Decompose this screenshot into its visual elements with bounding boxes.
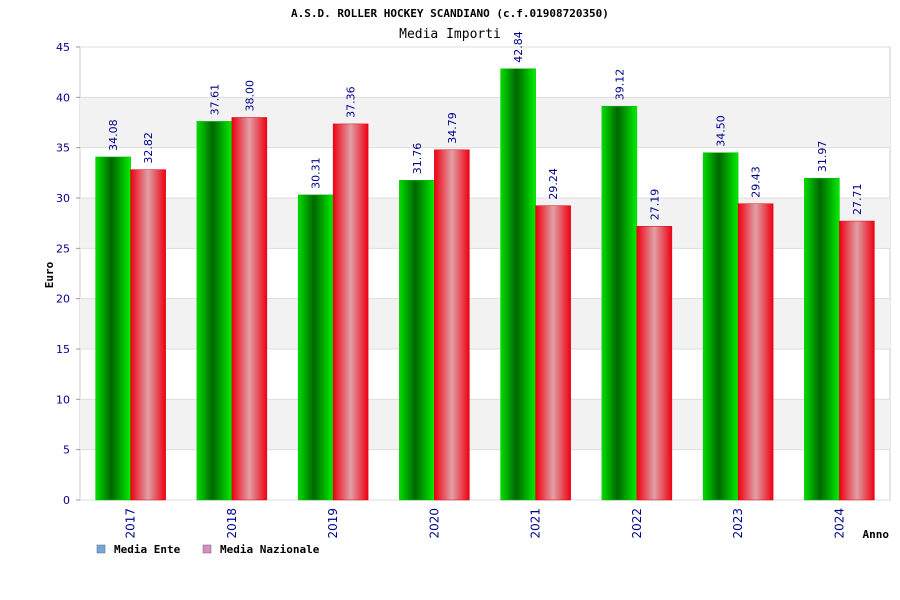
x-tick-label: 2018 [225,508,239,539]
x-tick-label: 2021 [529,508,543,539]
x-tick-label: 2023 [731,508,745,539]
y-tick-label: 45 [56,41,70,54]
y-tick-label: 10 [56,393,70,406]
bar-media-ente [601,105,638,501]
bar-media-ente [95,156,131,501]
x-tick-label: 2019 [326,508,340,539]
y-tick-label: 20 [56,293,70,306]
bar-media-ente [196,121,233,501]
data-label: 27.19 [648,189,661,221]
bar-media-nazionale [231,117,268,501]
bar-media-ente [804,177,840,501]
data-label: 29.43 [750,166,763,198]
bar-media-ente [500,68,536,501]
legend-label: Media Nazionale [220,543,320,556]
y-axis-label: Euro [43,261,56,288]
data-label: 34.50 [715,115,728,147]
x-tick-label: 2022 [630,508,644,539]
x-tick-label: 2017 [124,508,138,539]
x-tick-label: 2024 [832,508,846,539]
data-label: 37.61 [208,84,221,116]
bar-media-nazionale [839,220,875,501]
bar-media-nazionale [535,205,571,501]
legend-swatch [96,544,106,554]
y-tick-label: 30 [56,192,70,205]
data-label: 31.97 [816,141,829,173]
legend-swatch [202,544,212,554]
bar-media-ente [399,180,435,501]
bar-media-ente [297,194,334,501]
y-tick-label: 35 [56,142,70,155]
data-label: 42.84 [512,31,525,63]
x-axis-label: Anno [863,528,890,541]
y-tick-label: 25 [56,242,70,255]
data-label: 31.76 [411,143,424,175]
chart-title: A.S.D. ROLLER HOCKEY SCANDIANO (c.f.0190… [291,7,609,20]
bar-media-nazionale [737,203,774,501]
x-axis-ticks: 2017 2018 2019 2020 2021 2022 2023 2024 [124,508,847,539]
x-tick-label: 2020 [427,508,441,539]
y-axis-ticks: 0 5 10 15 20 25 30 35 40 45 [56,41,80,507]
chart-subtitle: Media Importi [399,27,501,42]
bar-media-ente [702,152,739,501]
data-label: 27.71 [851,184,864,216]
y-tick-label: 40 [56,91,70,104]
y-tick-label: 5 [63,444,70,457]
legend-label: Media Ente [114,543,181,556]
bar-media-nazionale [130,169,166,501]
data-label: 30.31 [310,157,323,189]
bar-media-nazionale [332,123,369,501]
data-labels: 34.08 37.61 30.31 31.76 42.84 39.12 34.50 31.97… [107,31,864,220]
data-label: 37.36 [345,86,358,118]
bars [95,68,875,501]
data-label: 34.08 [107,119,120,151]
bar-media-nazionale [434,149,470,501]
bar-media-nazionale [636,226,673,501]
data-label: 32.82 [142,132,155,164]
y-tick-label: 15 [56,343,70,356]
data-label: 38.00 [243,80,256,112]
data-label: 34.79 [446,112,459,144]
data-label: 29.24 [547,168,560,200]
legend: Media Ente Media Nazionale [96,543,320,556]
y-tick-label: 0 [63,494,70,507]
data-label: 39.12 [613,69,626,101]
